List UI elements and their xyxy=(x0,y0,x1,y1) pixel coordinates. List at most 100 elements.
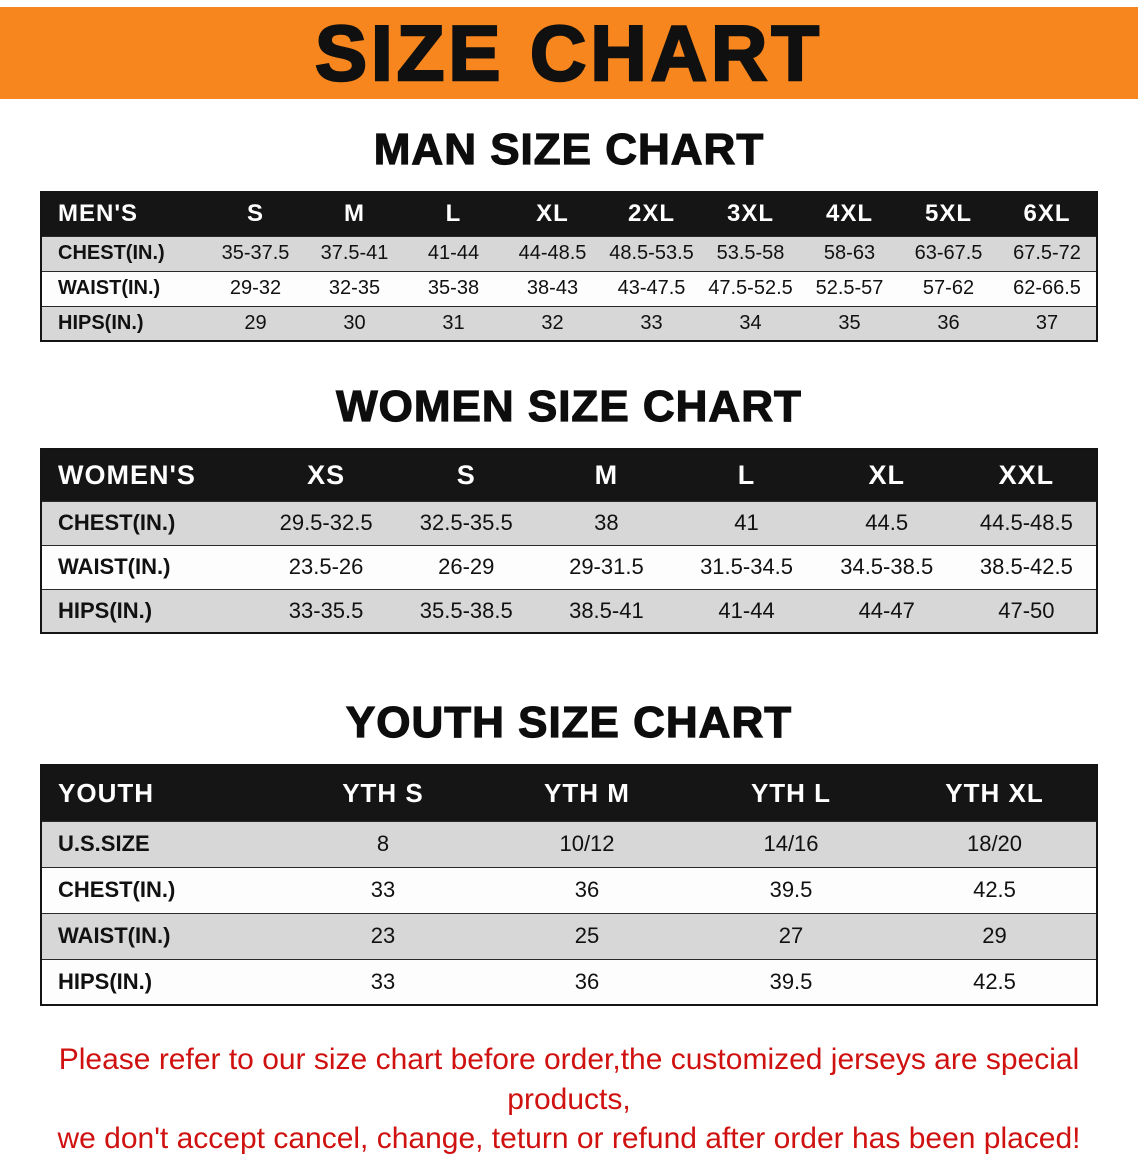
size-value: 42.5 xyxy=(973,877,1016,902)
notice-text: Please refer to our size chart before or… xyxy=(0,1040,1138,1159)
column-header: L xyxy=(404,192,503,236)
men-corner-label: MEN'S xyxy=(41,192,206,236)
column-header: L xyxy=(676,449,817,501)
men-section: MAN SIZE CHART MEN'S S M L XL 2XL 3XL 4X… xyxy=(0,124,1138,342)
youth-heading: YOUTH SIZE CHART xyxy=(345,697,793,747)
row-label: CHEST(IN.) xyxy=(58,510,176,535)
row-label: HIPS(IN.) xyxy=(58,968,153,994)
size-value: 48.5-53.5 xyxy=(609,242,694,264)
women-size-table: WOMEN'S XS S M L XL XXL CHEST(IN.) 29.5-… xyxy=(40,448,1098,634)
men-header-row: MEN'S S M L XL 2XL 3XL 4XL 5XL 6XL xyxy=(41,192,1097,236)
size-value: 8 xyxy=(376,831,390,856)
column-header: 3XL xyxy=(701,192,800,236)
size-value: 36 xyxy=(574,968,600,994)
women-corner-label: WOMEN'S xyxy=(41,449,256,501)
size-value: 25 xyxy=(574,923,600,948)
size-value: 23 xyxy=(370,923,396,948)
column-header: XXL xyxy=(956,449,1097,501)
men-size-table: MEN'S S M L XL 2XL 3XL 4XL 5XL 6XL CHEST… xyxy=(40,191,1098,342)
size-value: 41-44 xyxy=(427,242,480,264)
size-value: 10/12 xyxy=(559,831,615,856)
size-value: 30 xyxy=(343,311,366,334)
row-label: HIPS(IN.) xyxy=(58,597,153,623)
size-value: 29-31.5 xyxy=(569,554,644,579)
size-value: 37.5-41 xyxy=(320,242,389,264)
size-value: 33 xyxy=(370,877,396,902)
size-value: 31.5-34.5 xyxy=(700,554,794,579)
row-label: U.S.SIZE xyxy=(58,831,150,856)
size-value: 41-44 xyxy=(718,597,775,623)
size-value: 29 xyxy=(982,923,1007,948)
column-header: XL xyxy=(816,449,957,501)
notice-line-2: we don't accept cancel, change, teturn o… xyxy=(57,1122,1081,1156)
row-label: WAIST(IN.) xyxy=(58,923,171,948)
size-value: 38 xyxy=(594,510,619,535)
size-value: 26-29 xyxy=(438,554,495,579)
column-header: YTH M xyxy=(485,765,689,821)
column-header: XS xyxy=(256,449,397,501)
column-header: 2XL xyxy=(602,192,701,236)
youth-size-table: YOUTH YTH S YTH M YTH L YTH XL U.S.SIZE … xyxy=(40,764,1098,1006)
column-header: YTH S xyxy=(281,765,485,821)
size-value: 47.5-52.5 xyxy=(708,277,793,299)
size-value: 29.5-32.5 xyxy=(279,510,373,535)
size-value: 44.5 xyxy=(865,510,909,535)
table-row: HIPS(IN.) 33-35.5 35.5-38.5 38.5-41 41-4… xyxy=(41,589,1097,633)
size-value: 39.5 xyxy=(769,968,813,994)
size-value: 27 xyxy=(778,923,804,948)
row-label: CHEST(IN.) xyxy=(58,242,165,264)
size-value: 14/16 xyxy=(763,831,819,856)
size-value: 63-67.5 xyxy=(914,242,983,264)
table-row: HIPS(IN.) 29 30 31 32 33 34 35 36 37 xyxy=(41,306,1097,341)
size-value: 32-35 xyxy=(328,277,381,299)
table-row: WAIST(IN.) 23.5-26 26-29 29-31.5 31.5-34… xyxy=(41,545,1097,589)
size-value: 38.5-42.5 xyxy=(979,554,1073,579)
table-row: CHEST(IN.) 29.5-32.5 32.5-35.5 38 41 44.… xyxy=(41,501,1097,545)
column-header: S xyxy=(396,449,537,501)
size-value: 29 xyxy=(244,311,267,334)
size-value: 35-38 xyxy=(427,277,480,299)
column-header: XL xyxy=(503,192,602,236)
women-heading: WOMEN SIZE CHART xyxy=(336,381,802,431)
notice-line-1: Please refer to our size chart before or… xyxy=(58,1043,1080,1116)
table-row: WAIST(IN.) 23 25 27 29 xyxy=(41,913,1097,959)
table-row: U.S.SIZE 8 10/12 14/16 18/20 xyxy=(41,821,1097,867)
size-value: 53.5-58 xyxy=(716,242,785,264)
row-label: CHEST(IN.) xyxy=(58,877,176,902)
women-section: WOMEN SIZE CHART WOMEN'S XS S M L XL XXL… xyxy=(0,381,1138,634)
size-value: 32 xyxy=(541,311,564,334)
size-value: 33-35.5 xyxy=(288,597,364,623)
size-value: 35-37.5 xyxy=(221,242,290,264)
table-row: CHEST(IN.) 33 36 39.5 42.5 xyxy=(41,867,1097,913)
size-value: 36 xyxy=(574,877,600,902)
column-header: 4XL xyxy=(800,192,899,236)
size-value: 23.5-26 xyxy=(288,554,364,579)
size-value: 38-43 xyxy=(526,277,579,299)
size-value: 41 xyxy=(734,510,759,535)
size-value: 42.5 xyxy=(973,968,1016,994)
table-row: CHEST(IN.) 35-37.5 37.5-41 41-44 44-48.5… xyxy=(41,236,1097,271)
column-header: S xyxy=(206,192,305,236)
size-value: 39.5 xyxy=(769,877,813,902)
size-value: 47-50 xyxy=(998,597,1055,623)
youth-header-row: YOUTH YTH S YTH M YTH L YTH XL xyxy=(41,765,1097,821)
size-value: 37 xyxy=(1035,311,1059,334)
youth-corner-label: YOUTH xyxy=(41,765,281,821)
size-value: 34.5-38.5 xyxy=(840,554,934,579)
size-value: 52.5-57 xyxy=(815,277,884,299)
banner-title: SIZE CHART xyxy=(314,7,823,98)
size-value: 36 xyxy=(937,311,960,334)
row-label: HIPS(IN.) xyxy=(58,311,144,334)
column-header: YTH L xyxy=(689,765,893,821)
column-header: YTH XL xyxy=(893,765,1097,821)
size-value: 44-47 xyxy=(858,597,915,623)
size-value: 38.5-41 xyxy=(569,597,644,623)
column-header: M xyxy=(536,449,677,501)
size-value: 62-66.5 xyxy=(1013,277,1081,299)
size-value: 67.5-72 xyxy=(1013,242,1081,264)
column-header: M xyxy=(305,192,404,236)
table-row: HIPS(IN.) 33 36 39.5 42.5 xyxy=(41,959,1097,1005)
size-value: 31 xyxy=(442,311,465,334)
size-value: 33 xyxy=(370,968,396,994)
size-chart-banner: SIZE CHART xyxy=(0,7,1138,99)
